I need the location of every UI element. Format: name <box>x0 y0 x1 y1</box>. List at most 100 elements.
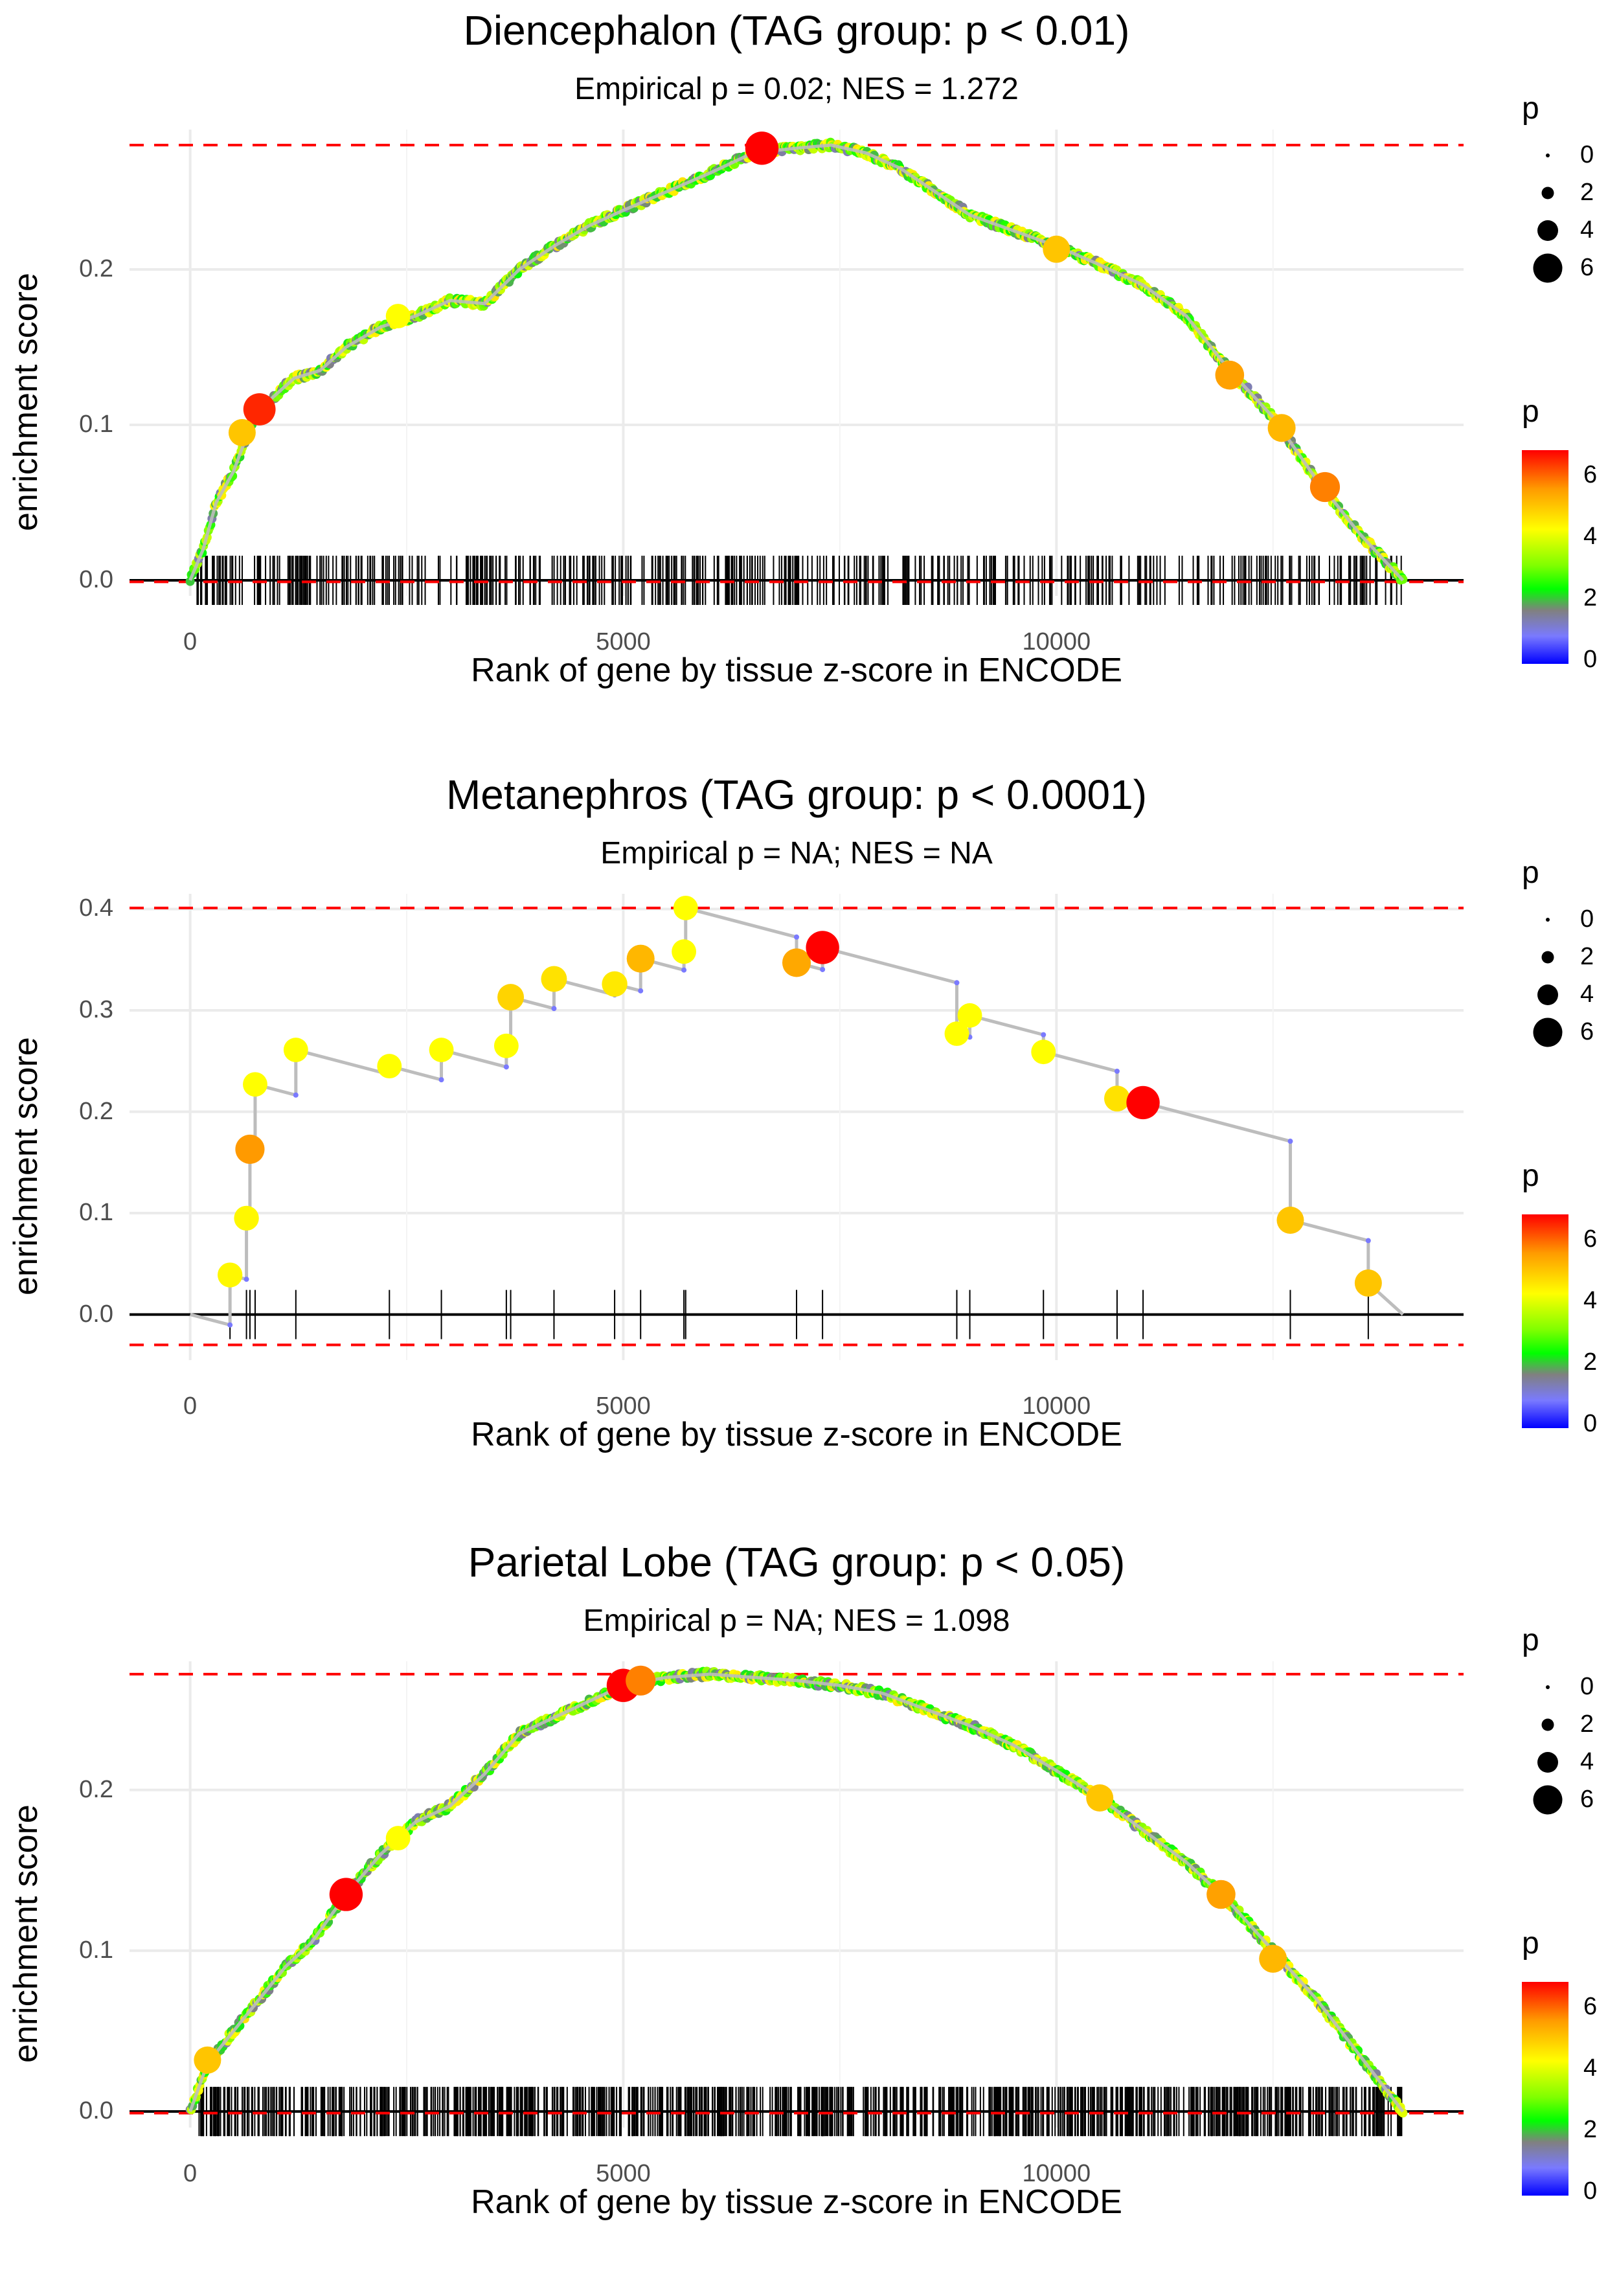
x-tick-label: 5000 <box>596 2160 651 2187</box>
color-legend-title: p <box>1522 394 1539 429</box>
x-tick-label: 5000 <box>596 1392 651 1420</box>
hit-point <box>283 1038 308 1062</box>
x-tick-label: 10000 <box>1022 628 1091 655</box>
size-legend-label: 4 <box>1580 981 1594 1008</box>
highlight-point <box>1086 1784 1114 1812</box>
size-legend-label: 4 <box>1580 216 1594 244</box>
hit-points <box>217 895 1382 1297</box>
size-legend-key <box>1533 1017 1563 1047</box>
chart-subtitle: Empirical p = 0.02; NES = 1.272 <box>574 72 1019 106</box>
color-legend-label: 6 <box>1583 1225 1598 1253</box>
hit-ticks <box>229 1290 1369 1339</box>
y-tick-label: 0.2 <box>79 255 113 282</box>
highlight-point <box>385 1826 411 1851</box>
x-tick-label: 10000 <box>1022 1392 1091 1420</box>
hit-point <box>429 1038 454 1062</box>
trough-point <box>954 980 960 986</box>
y-tick-label: 0.4 <box>79 894 113 922</box>
highlight-point <box>1259 1944 1287 1973</box>
size-legend-label: 6 <box>1580 1018 1594 1045</box>
hit-ticks <box>196 556 1402 605</box>
y-tick-label: 0.1 <box>79 1199 113 1227</box>
color-legend-label: 0 <box>1583 1410 1598 1437</box>
highlight-point <box>228 419 256 446</box>
x-tick-label: 0 <box>183 1392 198 1420</box>
trough-point <box>1287 1139 1293 1144</box>
hit-point <box>377 1054 402 1079</box>
color-legend-label: 4 <box>1583 523 1598 550</box>
hit-point <box>234 1205 259 1231</box>
chart-panel-1: Diencephalon (TAG group: p < 0.01) Empir… <box>0 0 1619 764</box>
highlight-point <box>1206 1880 1236 1909</box>
chart-title: Diencephalon (TAG group: p < 0.01) <box>463 7 1130 54</box>
highlight-point <box>626 1665 656 1696</box>
highlight-points <box>228 131 1341 503</box>
trough-point <box>227 1322 233 1328</box>
trough-points <box>227 934 1371 1328</box>
hit-point <box>782 948 811 977</box>
trough-point <box>1365 1238 1371 1244</box>
hit-point <box>944 1021 969 1046</box>
trough-point <box>1114 1068 1120 1074</box>
running-sum-line <box>188 1672 1405 2113</box>
y-tick-label: 0.0 <box>79 566 113 593</box>
x-axis-label: Rank of gene by tissue z-score in ENCODE <box>471 1416 1122 1453</box>
chart-plot-area <box>130 130 1464 605</box>
hit-point <box>1031 1040 1056 1065</box>
size-legend-label: 0 <box>1580 141 1594 168</box>
size-legend-key <box>1537 220 1558 241</box>
hit-point <box>1104 1085 1130 1112</box>
color-legend-label: 4 <box>1583 1287 1598 1314</box>
hit-point <box>1354 1269 1382 1297</box>
trough-point <box>638 988 644 994</box>
trough-point <box>820 966 826 972</box>
x-axis-label: Rank of gene by tissue z-score in ENCODE <box>471 652 1122 689</box>
color-legend-label: 6 <box>1583 461 1598 488</box>
highlight-point <box>243 393 276 426</box>
chart-plot-area <box>130 894 1464 1360</box>
color-legend-title: p <box>1522 1159 1539 1193</box>
color-legend-bar <box>1522 450 1568 664</box>
size-legend-label: 0 <box>1580 1673 1594 1700</box>
hit-point <box>957 1003 982 1028</box>
size-legend-key <box>1541 187 1554 199</box>
x-axis-label: Rank of gene by tissue z-score in ENCODE <box>471 2183 1122 2221</box>
x-tick-label: 10000 <box>1022 2160 1091 2187</box>
size-legend-key <box>1533 1785 1563 1815</box>
size-legend-label: 6 <box>1580 254 1594 281</box>
highlight-point <box>329 1878 363 1911</box>
size-legend-key <box>1546 918 1550 922</box>
chart-title: Parietal Lobe (TAG group: p < 0.05) <box>468 1539 1126 1586</box>
trough-point <box>1041 1032 1047 1038</box>
size-legend-title: p <box>1522 856 1539 890</box>
size-legend-key <box>1537 1752 1558 1773</box>
size-legend-label: 2 <box>1580 1711 1594 1738</box>
trough-point <box>794 934 799 940</box>
color-legend-label: 2 <box>1583 2116 1598 2143</box>
chart-panel-2: Metanephros (TAG group: p < 0.0001) Empi… <box>0 764 1619 1529</box>
chart-title: Metanephros (TAG group: p < 0.0001) <box>446 771 1148 818</box>
y-tick-label: 0.3 <box>79 996 113 1023</box>
trough-point <box>438 1077 444 1083</box>
x-tick-label: 5000 <box>596 628 651 655</box>
color-legend-title: p <box>1522 1926 1539 1961</box>
trough-point <box>503 1064 509 1070</box>
size-legend-key <box>1541 1718 1554 1731</box>
size-legend-keys <box>1533 1685 1563 1815</box>
hit-point <box>672 939 697 964</box>
chart-panel-3: Parietal Lobe (TAG group: p < 0.05) Empi… <box>0 1532 1619 2296</box>
highlight-point <box>1043 235 1070 263</box>
hit-point <box>541 966 567 992</box>
size-legend-key <box>1537 984 1558 1005</box>
size-legend-label: 6 <box>1580 1786 1594 1813</box>
chart-subtitle: Empirical p = NA; NES = NA <box>600 836 993 870</box>
y-tick-label: 0.1 <box>79 411 113 438</box>
trough-point <box>293 1092 299 1098</box>
hit-point <box>1126 1085 1160 1120</box>
highlight-point <box>385 304 411 328</box>
y-tick-label: 0.2 <box>79 1097 113 1125</box>
color-legend-label: 6 <box>1583 1993 1598 2020</box>
color-legend-label: 0 <box>1583 2177 1598 2205</box>
highlight-point <box>1267 414 1296 442</box>
running-sum-line <box>188 143 1405 582</box>
